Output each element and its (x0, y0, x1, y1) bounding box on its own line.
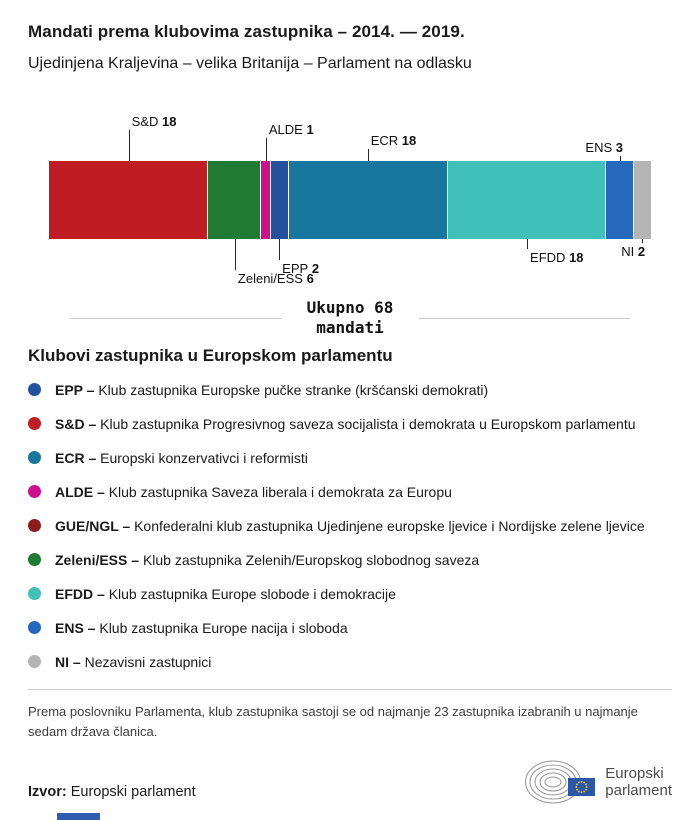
chart-section: S&D 18 Zeleni/ESS 6 ALDE 1 EPP 2 ECR 18 EFDD … (49, 106, 651, 338)
legend-item: NI – Nezavisni zastupnici (28, 654, 672, 671)
right-rule (419, 317, 631, 319)
legend-item-text: ALDE – Klub zastupnika Saveza liberala i… (55, 484, 452, 500)
callout-EFDD: EFDD 18 (527, 239, 584, 266)
total-row: Ukupno 68 mandati (70, 298, 631, 338)
partial-eu-flag (57, 813, 100, 820)
callout-S&D: S&D 18 (128, 113, 177, 161)
page-subtitle: Ujedinjena Kraljevina – velika Britanija… (28, 55, 472, 72)
callout-label: EFDD 18 (530, 250, 584, 265)
source-value: Europski parlament (70, 784, 196, 800)
legend-color-dot (28, 553, 41, 566)
bar-segment-EPP (270, 161, 289, 239)
callout-label: NI 2 (621, 244, 646, 259)
legend-item: ENS – Klub zastupnika Europe nacija i sl… (28, 620, 672, 637)
ep-logo: Europski parlament (524, 760, 672, 804)
bar-segment-ENS (606, 161, 633, 239)
callout-line (620, 156, 621, 161)
callout-line (527, 239, 529, 249)
legend-item: EFDD – Klub zastupnika Europe slobode i … (28, 586, 672, 603)
legend-item: S&D – Klub zastupnika Progresivnog savez… (28, 416, 672, 433)
callout-label: ALDE 1 (268, 122, 314, 137)
legend-item-text: GUE/NGL – Konfederalni klub zastupnika U… (55, 518, 645, 534)
legend-item: ECR – Europski konzervativci i reformist… (28, 450, 672, 467)
callout-label: EPP 2 (282, 261, 320, 276)
source: Izvor: Europski parlament (28, 784, 196, 804)
bar-segment-ALDE (261, 161, 270, 239)
divider (28, 689, 672, 690)
callout-label: Zeleni/ESS 6 (237, 271, 314, 286)
stacked-bar-chart: S&D 18 Zeleni/ESS 6 ALDE 1 EPP 2 ECR 18 EFDD … (49, 106, 651, 286)
logo-text-line-1: Europski (605, 764, 664, 782)
callout-label: S&D 18 (131, 114, 177, 129)
left-rule (70, 317, 281, 319)
legend-color-dot (28, 621, 41, 634)
bar-segment-S&D (49, 161, 207, 239)
callout-ENS: ENS 3 (585, 139, 664, 161)
source-label: Izvor: (28, 784, 67, 800)
legend-color-dot (28, 383, 41, 396)
stacked-bar (49, 161, 651, 239)
callout-EPP: EPP 2 (279, 239, 319, 277)
legend-item: Zeleni/ESS – Klub zastupnika Zelenih/Eur… (28, 552, 672, 569)
legend-item: ALDE – Klub zastupnika Saveza liberala i… (28, 484, 672, 501)
callout-line (234, 239, 236, 270)
callout-NI: NI 2 (621, 239, 672, 260)
callout-line (367, 149, 369, 161)
page-title: Mandati prema klubovima zastupnika – 201… (28, 22, 465, 41)
total-line-1: Ukupno 68 (306, 298, 394, 317)
legend-color-dot (28, 417, 41, 430)
legend-item-text: EFDD – Klub zastupnika Europe slobode i … (55, 586, 396, 602)
legend-color-dot (28, 485, 41, 498)
callout-line (265, 138, 267, 161)
logo-text: Europski parlament (605, 765, 672, 800)
legend-item: EPP – Klub zastupnika Europske pučke str… (28, 382, 672, 399)
callout-Zeleni/ESS: Zeleni/ESS 6 (234, 239, 314, 287)
logo-text-line-2: parlament (605, 782, 672, 799)
legend-item-text: ECR – Europski konzervativci i reformist… (55, 450, 308, 466)
legend-color-dot (28, 519, 41, 532)
callout-label: ECR 18 (370, 133, 417, 148)
legend-color-dot (28, 587, 41, 600)
legend: Klubovi zastupnika u Europskom parlament… (28, 346, 672, 671)
legend-item: GUE/NGL – Konfederalni klub zastupnika U… (28, 518, 672, 535)
callout-line (279, 239, 281, 260)
callout-line (642, 239, 644, 243)
legend-item-text: EPP – Klub zastupnika Europske pučke str… (55, 382, 489, 398)
legend-item-text: Zeleni/ESS – Klub zastupnika Zelenih/Eur… (55, 552, 480, 568)
bar-segment-ECR (289, 161, 447, 239)
callout-label: ENS 3 (585, 140, 623, 155)
bar-segment-NI (633, 161, 651, 239)
callout-layer: S&D 18 Zeleni/ESS 6 ALDE 1 EPP 2 ECR 18 EFDD … (49, 106, 651, 286)
legend-color-dot (28, 451, 41, 464)
callout-line (128, 130, 130, 161)
bar-segment-EFDD (447, 161, 606, 239)
legend-item-text: NI – Nezavisni zastupnici (55, 654, 212, 670)
footnote: Prema poslovniku Parlamenta, klub zastup… (28, 704, 638, 740)
footer: Izvor: Europski parlament (28, 760, 672, 804)
total-line-2: mandati (316, 318, 384, 337)
legend-item-text: ENS – Klub zastupnika Europe nacija i sl… (55, 620, 348, 636)
callout-ECR: ECR 18 (367, 132, 417, 161)
legend-color-dot (28, 655, 41, 668)
eu-flag-icon (568, 778, 596, 796)
legend-list: EPP – Klub zastupnika Europske pučke str… (28, 382, 672, 671)
bar-segment-Zeleni/ESS (207, 161, 260, 239)
legend-item-text: S&D – Klub zastupnika Progresivnog savez… (55, 416, 636, 432)
legend-heading: Klubovi zastupnika u Europskom parlament… (28, 346, 393, 365)
callout-ALDE: ALDE 1 (265, 121, 314, 161)
total-label: Ukupno 68 mandati (281, 298, 420, 338)
